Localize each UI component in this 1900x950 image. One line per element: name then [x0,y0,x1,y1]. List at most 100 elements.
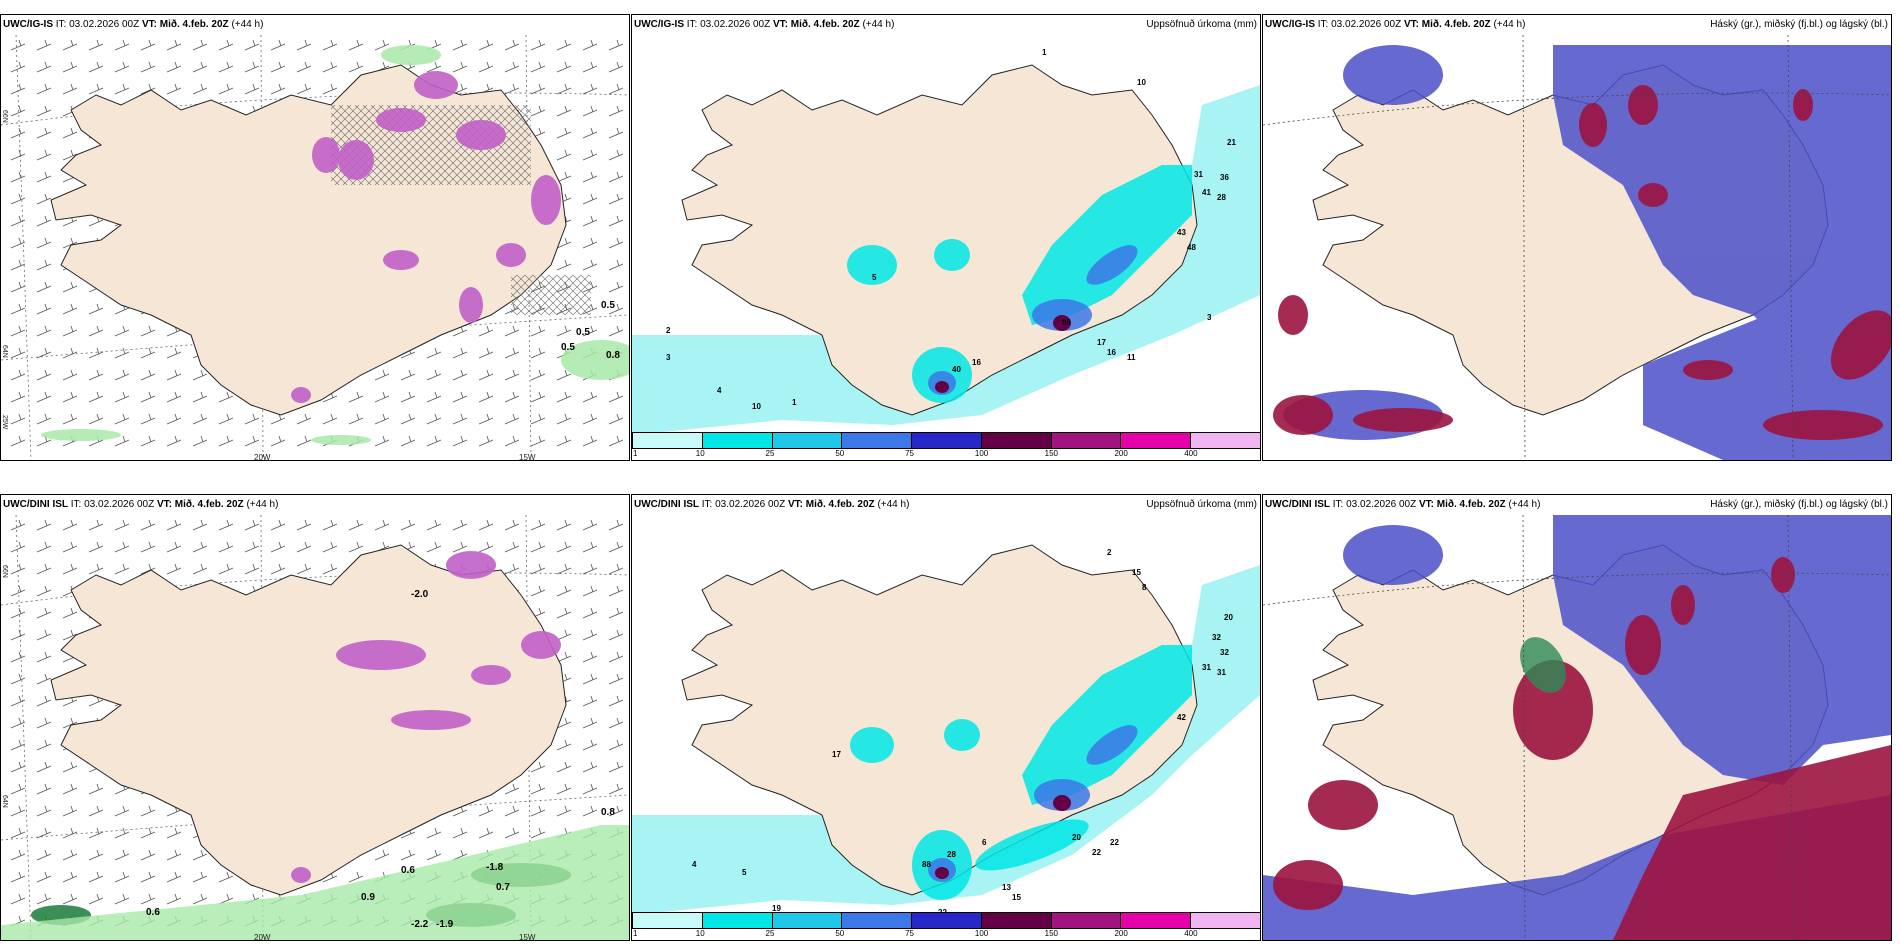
wind-barb [556,783,572,795]
wind-barb [608,281,624,293]
wind-barb [426,369,442,381]
precip-value: 3 [666,353,671,362]
wind-barb [504,61,520,73]
wind-barb [504,413,520,425]
precip-value: 10 [752,402,761,411]
wind-barb [608,83,624,95]
wind-barb [62,413,78,425]
wind-barb [192,39,208,51]
precip-value: 8 [1142,583,1147,592]
wind-barb [166,347,182,359]
wind-barb [608,519,624,531]
wind-barb [556,541,572,553]
wind-barb [296,563,312,575]
wind-barb [192,61,208,73]
wind-barb [504,391,520,403]
wind-barb [504,325,520,337]
wind-barb [608,673,624,685]
wind-barb [10,651,26,663]
lon-label: 20W [254,933,271,941]
iceland-land [50,544,567,896]
wind-barb [36,827,52,839]
temp-value: -2.0 [411,589,429,600]
precip-value: 15 [1012,893,1021,902]
wind-barb [426,61,442,73]
precip-value: 21 [1227,138,1236,147]
wind-barb [10,149,26,161]
wind-barb [608,105,624,117]
wind-barb [270,83,286,95]
wind-barb [504,347,520,359]
wind-barb [530,391,546,403]
wind-barb [608,61,624,73]
temp-labels: 0.5 0.8 0.5 0.5 [561,300,620,361]
wind-barb [556,761,572,773]
wind-barb [10,303,26,315]
wind-barb [582,607,598,619]
wind-barb [114,83,130,95]
wind-map: 0.5 0.8 0.5 0.5 [1,34,629,460]
wind-barb [426,435,442,447]
wind-barb [582,541,598,553]
wind-barb [556,61,572,73]
colorbar-swatch [1050,912,1122,929]
wind-barb [556,83,572,95]
wind-barb [582,717,598,729]
wind-barb [10,325,26,337]
wind-barb [10,369,26,381]
wind-barb [504,783,520,795]
precip-value: 31 [1194,170,1203,179]
wind-barb [36,805,52,817]
wind-barb [556,563,572,575]
wind-barb [530,83,546,95]
colorbar-swatch [632,912,703,929]
panel-header: UWC/DINI ISL IT: 03.02.2026 00Z VT: Mið.… [3,499,279,510]
wind-barb [10,717,26,729]
wind-barb [322,61,338,73]
wind-barb [556,805,572,817]
wind-barb [478,827,494,839]
wind-barb [556,39,572,51]
colorbar-tick: 25 [765,449,775,458]
colorbar-swatch [980,912,1052,929]
wind-barb [608,413,624,425]
wind-barb [36,347,52,359]
wind-barb [114,893,130,905]
precip-value: 22 [1110,838,1119,847]
colorbar-swatch [771,432,843,449]
wind-barb [88,783,104,795]
wind-barb [10,585,26,597]
wind-barb [10,783,26,795]
wind-barb [608,607,624,619]
grid-lines [1263,514,1891,940]
wind-barb [88,563,104,575]
wind-barb [10,435,26,447]
wind-barb [374,849,390,861]
wind-barb [608,149,624,161]
panel-title: Uppsöfnuð úrkoma (mm) [1146,499,1257,510]
wind-barb [166,519,182,531]
wind-barb [582,193,598,205]
wind-barb [400,435,416,447]
purple-precip [291,71,561,403]
wind-barb [166,849,182,861]
colorbar-tick: 1 [633,449,638,458]
colorbar-swatch [632,432,703,449]
wind-barb [192,391,208,403]
wind-barb [114,871,130,883]
wind-barb [582,83,598,95]
panel-ig-clouds: UWC/IG-IS IT: 03.02.2026 00Z VT: Mið. 4.… [1262,14,1892,461]
wind-barb [140,435,156,447]
wind-barb [270,61,286,73]
precip-value: 5 [872,273,877,282]
wind-barb [322,413,338,425]
wind-barb [296,61,312,73]
temp-value: 0.7 [496,882,510,893]
wind-barb [608,761,624,773]
wind-barb [192,369,208,381]
wind-barb [36,83,52,95]
panel-title: Uppsöfnuð úrkoma (mm) [1146,19,1257,30]
wind-barb [166,61,182,73]
lon-label: 15W [519,453,536,461]
wind-barb [10,607,26,619]
